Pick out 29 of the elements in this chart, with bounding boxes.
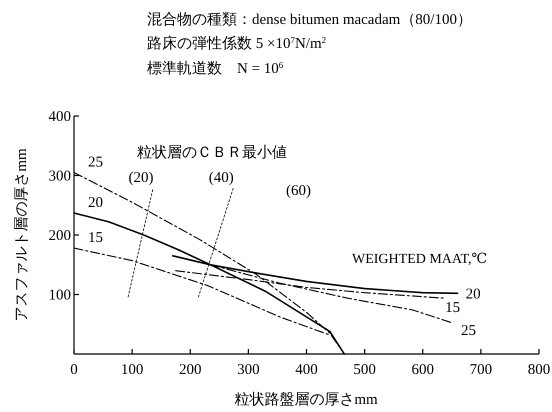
- x-tick-label: 500: [353, 362, 376, 378]
- y-axis-title: アスファルト層の厚さmm: [14, 148, 30, 322]
- series-label: 20: [88, 194, 103, 211]
- series-label: 15: [88, 230, 103, 246]
- annotation: (60): [286, 183, 311, 199]
- y-tick-label: 200: [48, 228, 71, 244]
- series-label: 20: [466, 286, 481, 302]
- series-label: (20): [128, 170, 154, 186]
- series-label: 15: [445, 300, 460, 316]
- x-tick-label: 600: [412, 362, 434, 378]
- chart-title: 混合物の種類：dense bitumen macadam（80/100）: [147, 11, 472, 28]
- annotation: WEIGHTED MAAT,℃: [352, 252, 488, 267]
- annotation: 粒状層のＣＢＲ最小値: [137, 144, 287, 161]
- x-axis-title: 粒状路盤層の厚さmm: [234, 391, 378, 408]
- x-tick-label: 400: [295, 362, 318, 378]
- chart-subtitle: 路床の弾性係数 5 ×10$^{7}$N/m$^{2}$: [147, 35, 326, 52]
- x-tick-label: 700: [470, 362, 492, 378]
- y-tick-label: 100: [48, 288, 71, 304]
- x-tick-label: 100: [120, 362, 144, 378]
- x-tick-label: 300: [237, 362, 260, 378]
- x-tick-label: 0: [70, 362, 78, 378]
- y-tick-label: 400: [48, 109, 71, 125]
- x-tick-label: 200: [179, 362, 202, 378]
- text: 標準軌道数 N = 10$^{6}$: [147, 60, 284, 77]
- series-label: (40): [208, 170, 234, 186]
- series-label: 25: [88, 154, 103, 171]
- series-label: 25: [460, 323, 476, 340]
- y-tick-label: 300: [48, 168, 71, 184]
- x-tick-label: 800: [528, 362, 550, 378]
